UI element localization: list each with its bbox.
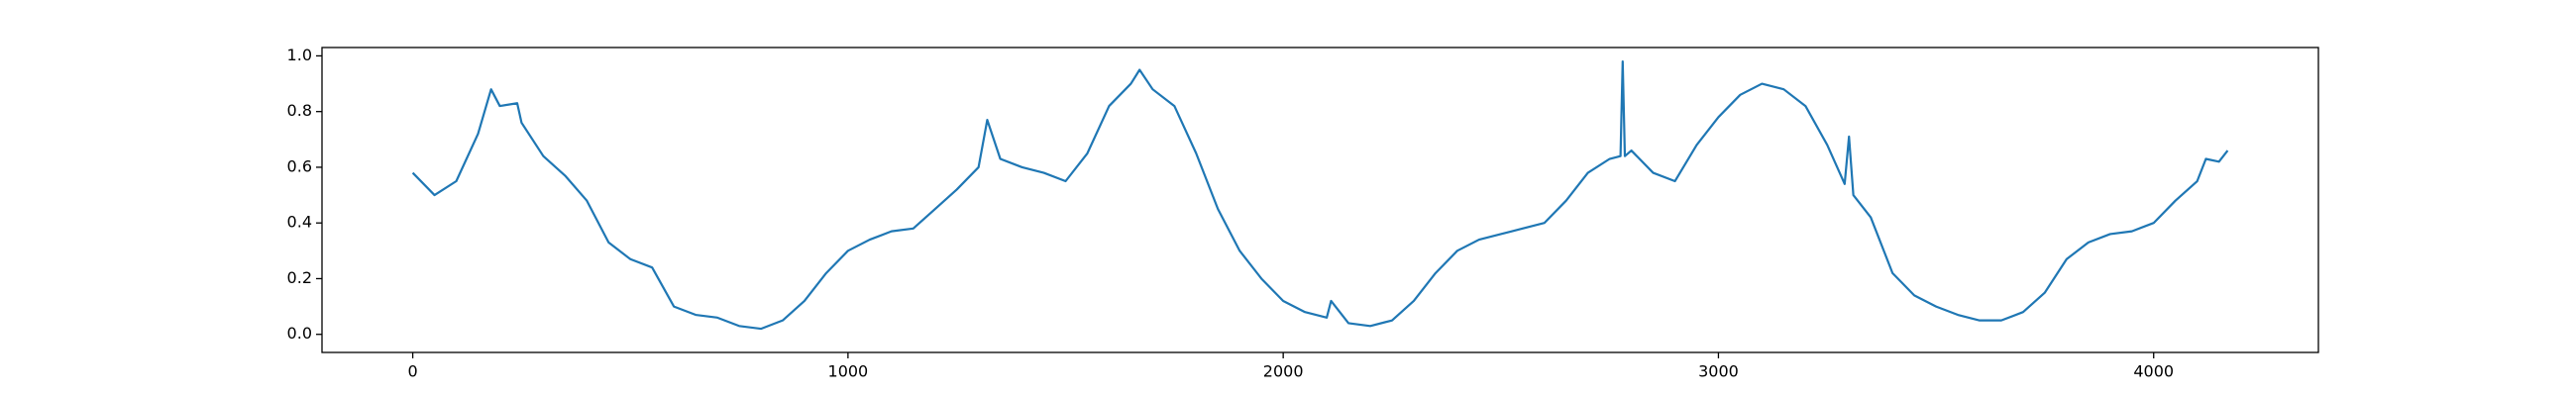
- x-tick-label: 2000: [1263, 362, 1304, 381]
- y-tick-label: 0.0: [287, 324, 312, 343]
- plot-frame: [321, 47, 2319, 353]
- y-tick-label: 0.6: [287, 156, 312, 175]
- x-tick-label: 4000: [2133, 362, 2174, 381]
- x-tick-label: 3000: [1698, 362, 1739, 381]
- x-tick-label: 1000: [828, 362, 869, 381]
- x-tick-label: 0: [407, 362, 417, 381]
- y-tick-label: 1.0: [287, 46, 312, 64]
- y-tick-label: 0.4: [287, 213, 312, 232]
- y-tick-label: 0.2: [287, 268, 312, 287]
- y-tick-label: 0.8: [287, 101, 312, 120]
- line-series: [411, 59, 2229, 331]
